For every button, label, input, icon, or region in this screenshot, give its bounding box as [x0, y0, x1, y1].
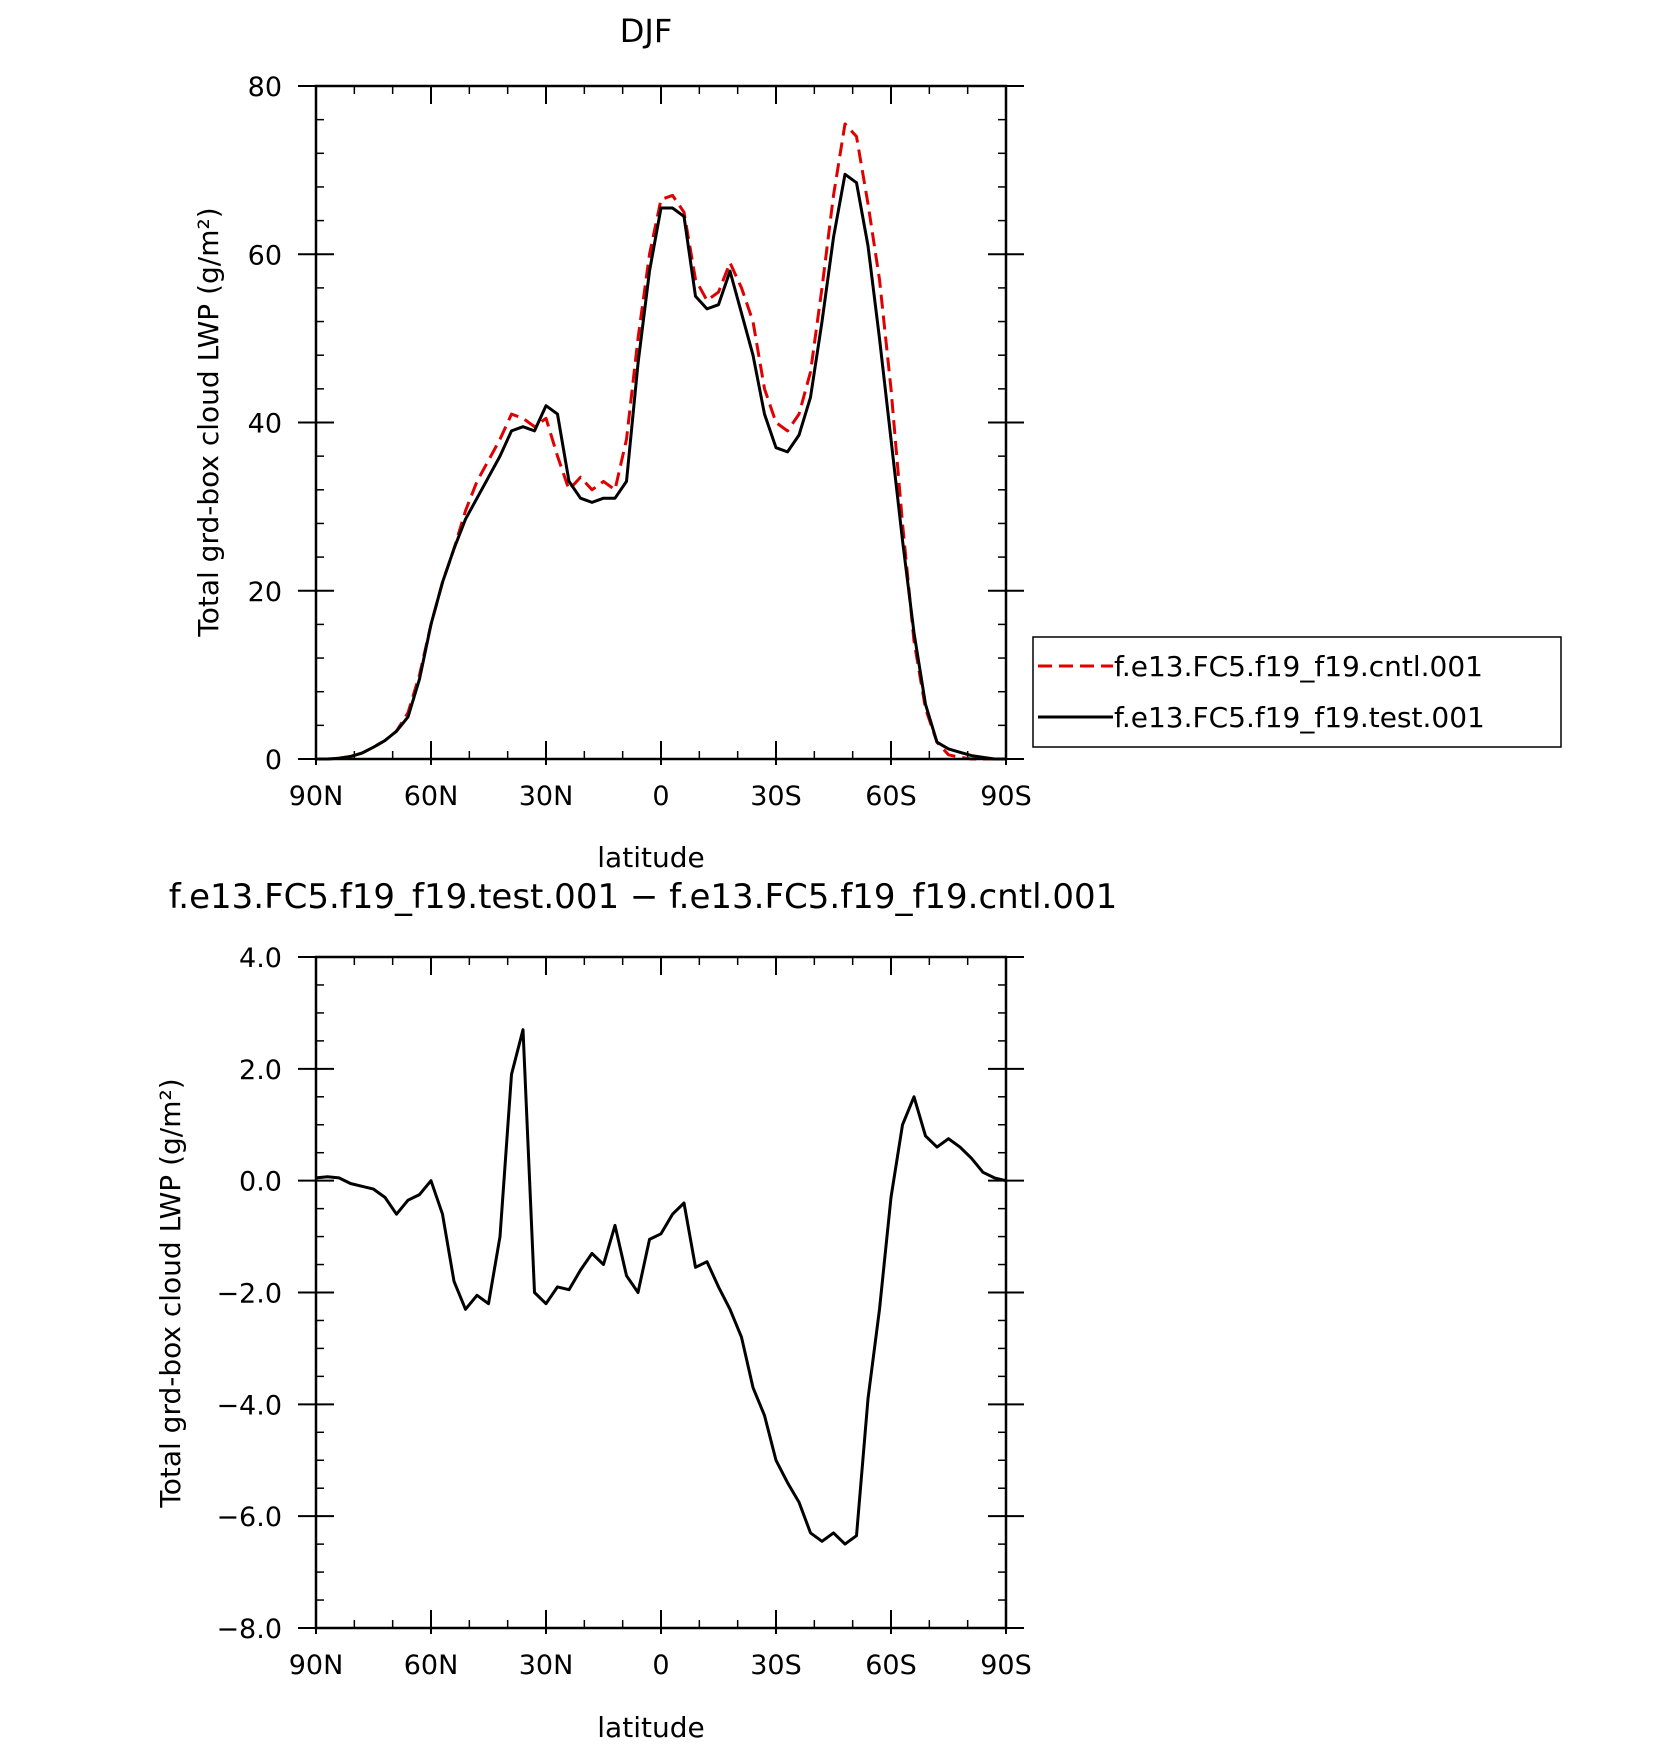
- bottom-y-tick-label: 2.0: [239, 1055, 282, 1086]
- top-x-tick-label: 30S: [750, 781, 802, 812]
- top-x-ticks: 90N 60N 30N 0 30S 60S 90S: [289, 86, 1032, 812]
- bottom-chart-title: f.e13.FC5.f19_f19.test.001 − f.e13.FC5.f…: [169, 877, 1117, 917]
- top-y-tick-label: 40: [248, 409, 282, 440]
- top-x-tick-label: 90N: [289, 781, 344, 812]
- bottom-y-tick-label: −6.0: [216, 1502, 282, 1533]
- bottom-y-axis-label: Total grd-box cloud LWP (g/m²): [154, 1078, 187, 1508]
- top-chart-title: DJF: [620, 12, 672, 50]
- top-y-tick-label: 20: [248, 577, 282, 608]
- top-x-tick-label: 30N: [519, 781, 574, 812]
- legend-label-cntl: f.e13.FC5.f19_f19.cntl.001: [1114, 650, 1483, 683]
- top-plot-frame: [314, 84, 1008, 761]
- bottom-x-tick-label: 0: [652, 1650, 669, 1681]
- bottom-x-ticks: 90N 60N 30N 0 30S 60S 90S: [289, 957, 1032, 1681]
- bottom-y-ticks: −8.0 −6.0 −4.0 −2.0 0.0 2.0 4.0: [216, 943, 1024, 1645]
- bottom-y-tick-label: −8.0: [216, 1614, 282, 1645]
- top-x-tick-label: 0: [652, 781, 669, 812]
- top-x-tick-label: 60N: [404, 781, 459, 812]
- bottom-x-tick-label: 60N: [404, 1650, 459, 1681]
- bottom-x-tick-label: 30N: [519, 1650, 574, 1681]
- bottom-series: [315, 1028, 1007, 1546]
- bottom-plot-frame: [314, 955, 1008, 1630]
- bottom-x-tick-label: 90S: [980, 1650, 1032, 1681]
- top-x-tick-label: 60S: [865, 781, 917, 812]
- panel-bottom: f.e13.FC5.f19_f19.test.001 − f.e13.FC5.f…: [154, 877, 1117, 1744]
- bottom-y-tick-label: 4.0: [239, 943, 282, 974]
- top-series-line-0: [316, 122, 1006, 761]
- top-y-axis-label: Total grd-box cloud LWP (g/m²): [192, 207, 225, 637]
- top-y-tick-label: 0: [265, 745, 282, 776]
- top-x-tick-label: 90S: [980, 781, 1032, 812]
- top-x-axis-label: latitude: [597, 841, 704, 874]
- bottom-x-tick-label: 30S: [750, 1650, 802, 1681]
- bottom-x-tick-label: 90N: [289, 1650, 344, 1681]
- bottom-series-line-0: [315, 1028, 1007, 1546]
- top-series: [316, 122, 1006, 761]
- top-y-ticks: 0 20 40 60 80: [248, 72, 1024, 776]
- bottom-x-axis-label: latitude: [597, 1711, 704, 1744]
- legend-label-test: f.e13.FC5.f19_f19.test.001: [1114, 701, 1485, 734]
- top-y-tick-label: 60: [248, 240, 282, 271]
- bottom-y-tick-label: −4.0: [216, 1390, 282, 1421]
- bottom-x-tick-label: 60S: [865, 1650, 917, 1681]
- panel-top: DJF 90N 60N 30N 0 30S 60S 90S 0 20 40 60 80 latitu…: [192, 12, 1562, 874]
- legend-box: [1032, 636, 1562, 748]
- bottom-y-tick-label: 0.0: [239, 1167, 282, 1198]
- legend: f.e13.FC5.f19_f19.cntl.001 f.e13.FC5.f19…: [1032, 636, 1562, 748]
- top-series-line-1: [316, 172, 1006, 761]
- bottom-y-tick-label: −2.0: [216, 1279, 282, 1310]
- top-y-tick-label: 80: [248, 72, 282, 103]
